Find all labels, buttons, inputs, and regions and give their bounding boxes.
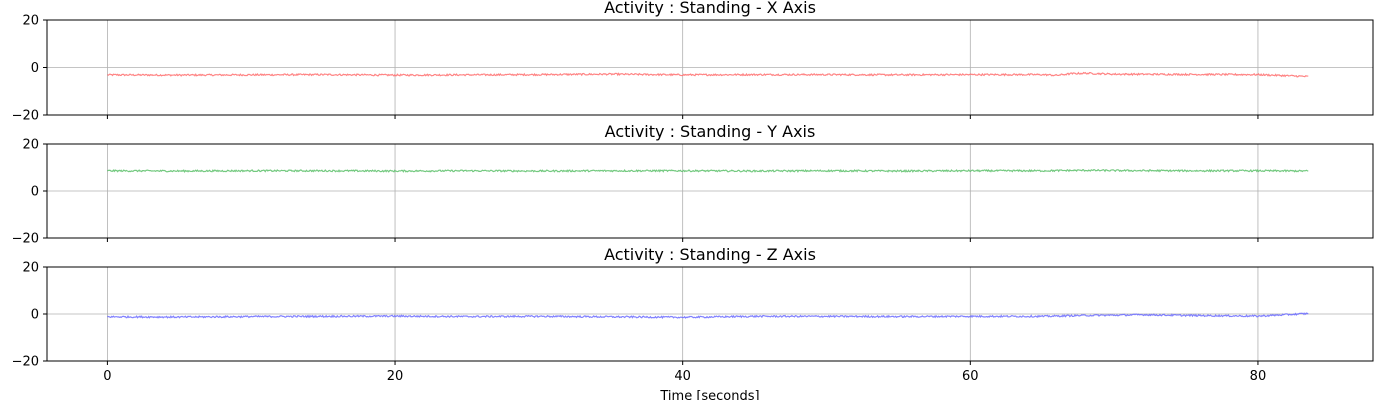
subplot-title: Activity : Standing - Z Axis xyxy=(604,245,816,264)
series-line xyxy=(107,71,1309,78)
y-tick-label: 0 xyxy=(31,308,39,323)
subplot-title: Activity : Standing - X Axis xyxy=(604,0,816,17)
series-line xyxy=(106,168,1309,173)
y-tick-label: 20 xyxy=(22,138,39,153)
x-tick-label: 0 xyxy=(103,369,111,384)
y-tick-label: −20 xyxy=(12,109,39,124)
x-tick-label: 20 xyxy=(387,369,404,384)
x-tick-label: 40 xyxy=(674,369,691,384)
series-line xyxy=(107,312,1309,320)
y-tick-label: 20 xyxy=(22,14,39,29)
x-tick-label: 60 xyxy=(962,369,979,384)
y-tick-label: 0 xyxy=(31,61,39,76)
subplot-2: −20 0 20 Activity : Standing - Y Axis xyxy=(12,122,1374,247)
y-tick-label: 20 xyxy=(22,261,39,276)
subplot-3: −20 0 20 0 20 40 60 80 Activity : Standing - Z A… xyxy=(12,245,1374,400)
subplot-title: Activity : Standing - Y Axis xyxy=(605,122,816,141)
y-tick-label: 0 xyxy=(31,185,39,200)
x-tick-label: 80 xyxy=(1250,369,1267,384)
y-tick-label: −20 xyxy=(12,355,39,370)
subplot-1: −20 0 20 Activity : Standing - X Axis xyxy=(12,0,1374,124)
x-axis-label: Time [seconds] xyxy=(659,389,759,400)
y-tick-label: −20 xyxy=(12,232,39,247)
